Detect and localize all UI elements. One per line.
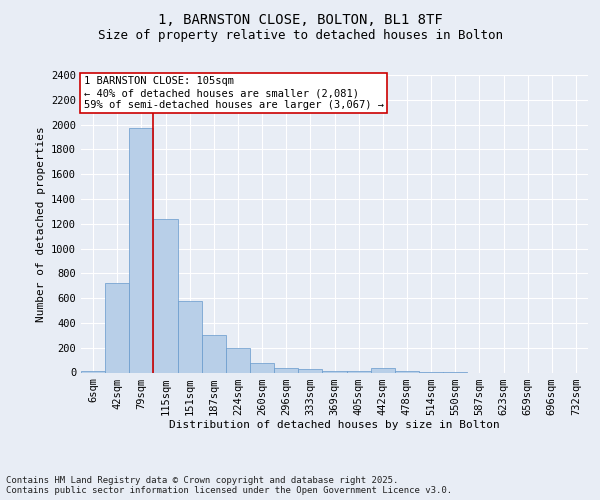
Bar [81,370,105,372]
Bar [129,128,154,372]
Text: 1, BARNSTON CLOSE, BOLTON, BL1 8TF: 1, BARNSTON CLOSE, BOLTON, BL1 8TF [158,12,442,26]
Y-axis label: Number of detached properties: Number of detached properties [35,126,46,322]
Bar [105,283,129,372]
Bar [298,369,322,372]
Text: Contains HM Land Registry data © Crown copyright and database right 2025.
Contai: Contains HM Land Registry data © Crown c… [6,476,452,495]
Bar [250,363,274,372]
Bar [154,219,178,372]
Bar [178,301,202,372]
Text: Size of property relative to detached houses in Bolton: Size of property relative to detached ho… [97,29,503,42]
Bar [202,334,226,372]
Bar [226,348,250,372]
Bar [371,368,395,372]
X-axis label: Distribution of detached houses by size in Bolton: Distribution of detached houses by size … [169,420,500,430]
Bar [274,368,298,372]
Text: 1 BARNSTON CLOSE: 105sqm
← 40% of detached houses are smaller (2,081)
59% of sem: 1 BARNSTON CLOSE: 105sqm ← 40% of detach… [83,76,383,110]
